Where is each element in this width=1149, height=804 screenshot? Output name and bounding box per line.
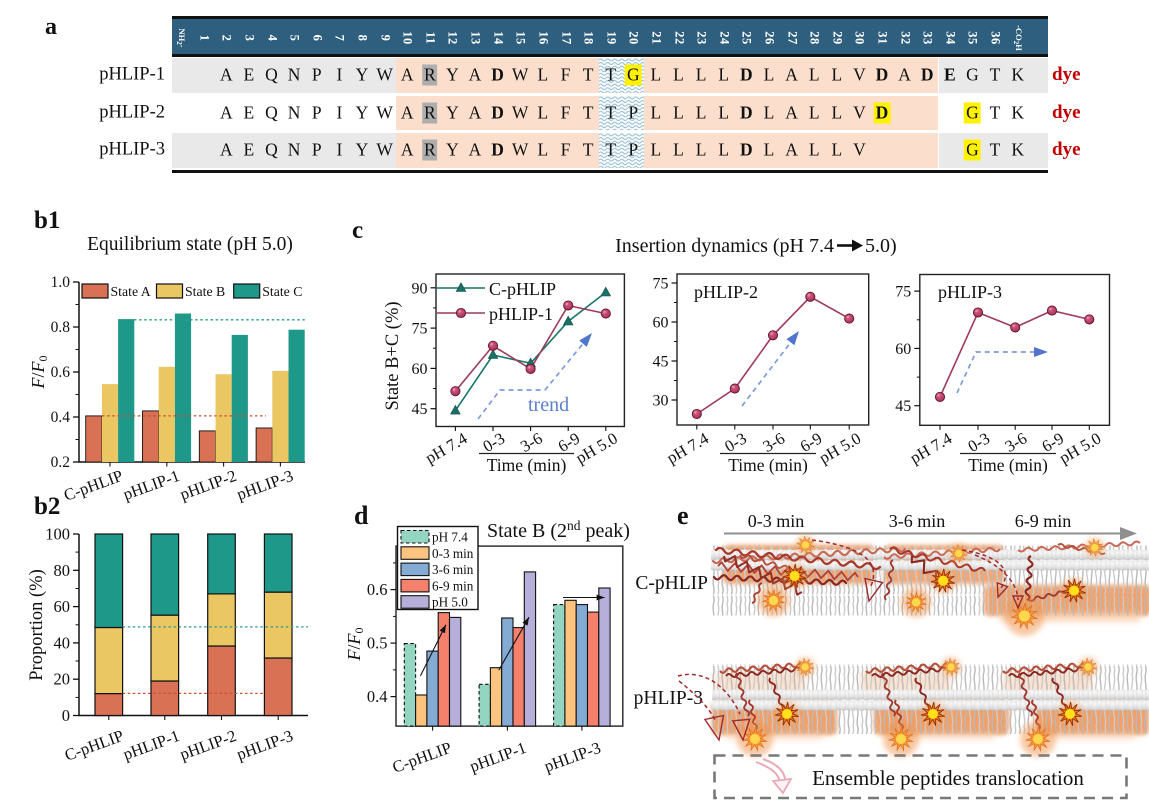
svg-text:0-3: 0-3: [479, 429, 508, 456]
svg-text:6-9 min: 6-9 min: [432, 578, 474, 593]
svg-text:pHLIP-1: pHLIP-1: [121, 726, 183, 764]
svg-text:1.0: 1.0: [51, 274, 71, 291]
svg-text:C-pHLIP: C-pHLIP: [62, 726, 126, 765]
svg-text:pH 7.4: pH 7.4: [663, 429, 711, 468]
svg-text:F/F0: F/F0: [28, 355, 50, 389]
svg-text:0.2: 0.2: [51, 454, 70, 471]
svg-text:0.5: 0.5: [367, 634, 388, 653]
svg-text:75: 75: [653, 276, 669, 293]
svg-text:0-3: 0-3: [964, 429, 993, 456]
svg-text:60: 60: [653, 315, 669, 332]
svg-text:Time (min): Time (min): [728, 455, 808, 475]
svg-text:0.4: 0.4: [367, 687, 388, 706]
svg-text:pHLIP-3: pHLIP-3: [542, 738, 604, 776]
svg-text:pHLIP-2: pHLIP-2: [177, 726, 239, 764]
svg-text:Proportion (%): Proportion (%): [27, 569, 47, 681]
svg-text:Ensemble peptides translocatio: Ensemble peptides translocation: [812, 766, 1084, 790]
svg-text:40: 40: [54, 633, 71, 652]
svg-text:0-3 min: 0-3 min: [432, 546, 474, 561]
svg-text:60: 60: [412, 361, 428, 378]
svg-text:45: 45: [653, 354, 669, 371]
svg-text:b2: b2: [34, 493, 60, 520]
svg-text:Insertion dynamics (pH 7.4: Insertion dynamics (pH 7.4: [615, 235, 834, 257]
svg-text:pHLIP-1: pHLIP-1: [489, 304, 553, 324]
svg-text:C-pHLIP: C-pHLIP: [635, 573, 708, 594]
svg-text:Time (min): Time (min): [968, 455, 1048, 475]
svg-text:State B: State B: [185, 284, 225, 299]
svg-text:6-9 min: 6-9 min: [1015, 511, 1072, 531]
svg-text:State B+C (%): State B+C (%): [383, 301, 403, 410]
svg-text:100: 100: [45, 525, 70, 544]
svg-text:80: 80: [54, 561, 71, 580]
svg-text:b1: b1: [34, 207, 60, 234]
svg-text:45: 45: [412, 401, 428, 418]
svg-text:e: e: [677, 501, 689, 530]
svg-text:0.6: 0.6: [51, 364, 71, 381]
svg-text:c: c: [352, 217, 363, 244]
svg-text:pHLIP-1: pHLIP-1: [467, 738, 529, 776]
svg-text:pH 7.4: pH 7.4: [432, 530, 468, 545]
svg-text:pH 7.4: pH 7.4: [422, 429, 470, 468]
svg-text:60: 60: [54, 597, 71, 616]
svg-text:3-6: 3-6: [1002, 429, 1031, 456]
svg-text:pHLIP-3: pHLIP-3: [634, 688, 703, 709]
svg-text:State A: State A: [111, 284, 151, 299]
svg-text:5.0): 5.0): [865, 235, 897, 257]
svg-text:pH 7.4: pH 7.4: [907, 429, 955, 468]
svg-text:Equilibrium state (pH 5.0): Equilibrium state (pH 5.0): [87, 234, 293, 255]
svg-text:0.4: 0.4: [51, 409, 71, 426]
svg-text:pHLIP-3: pHLIP-3: [234, 726, 296, 764]
svg-text:3-6: 3-6: [759, 429, 788, 456]
svg-text:pH 5.0: pH 5.0: [1056, 429, 1104, 468]
svg-text:pH 5.0: pH 5.0: [432, 595, 468, 610]
svg-text:C-pHLIP: C-pHLIP: [489, 279, 556, 299]
svg-text:60: 60: [895, 341, 911, 358]
svg-text:F/F0: F/F0: [344, 627, 366, 661]
svg-text:trend: trend: [528, 394, 569, 416]
svg-text:C-pHLIP: C-pHLIP: [61, 466, 125, 505]
svg-text:State C: State C: [262, 284, 302, 299]
svg-text:75: 75: [895, 284, 911, 301]
svg-text:0.8: 0.8: [51, 319, 71, 336]
svg-text:0-3 min: 0-3 min: [748, 511, 805, 531]
svg-text:3-6: 3-6: [517, 429, 546, 456]
svg-text:pH 5.0: pH 5.0: [572, 429, 620, 468]
svg-text:45: 45: [895, 398, 911, 415]
svg-text:C-pHLIP: C-pHLIP: [390, 738, 454, 777]
svg-text:3-6 min: 3-6 min: [889, 511, 946, 531]
svg-text:0.6: 0.6: [367, 580, 388, 599]
svg-text:20: 20: [54, 670, 71, 689]
svg-text:90: 90: [412, 280, 428, 297]
svg-text:pHLIP-2: pHLIP-2: [694, 282, 758, 302]
svg-text:30: 30: [653, 393, 669, 410]
svg-text:pHLIP-1: pHLIP-1: [121, 466, 183, 504]
svg-text:pHLIP-3: pHLIP-3: [938, 282, 1002, 302]
svg-text:State B (2nd peak): State B (2nd peak): [487, 518, 630, 542]
svg-text:pHLIP-2: pHLIP-2: [177, 466, 239, 504]
svg-text:75: 75: [412, 321, 428, 338]
svg-text:0: 0: [62, 706, 70, 725]
svg-text:pHLIP-3: pHLIP-3: [234, 466, 296, 504]
svg-text:pH 5.0: pH 5.0: [816, 429, 864, 468]
svg-text:0-3: 0-3: [721, 429, 750, 456]
svg-text:3-6 min: 3-6 min: [432, 562, 474, 577]
svg-text:d: d: [354, 501, 369, 530]
svg-text:Time (min): Time (min): [487, 455, 567, 475]
